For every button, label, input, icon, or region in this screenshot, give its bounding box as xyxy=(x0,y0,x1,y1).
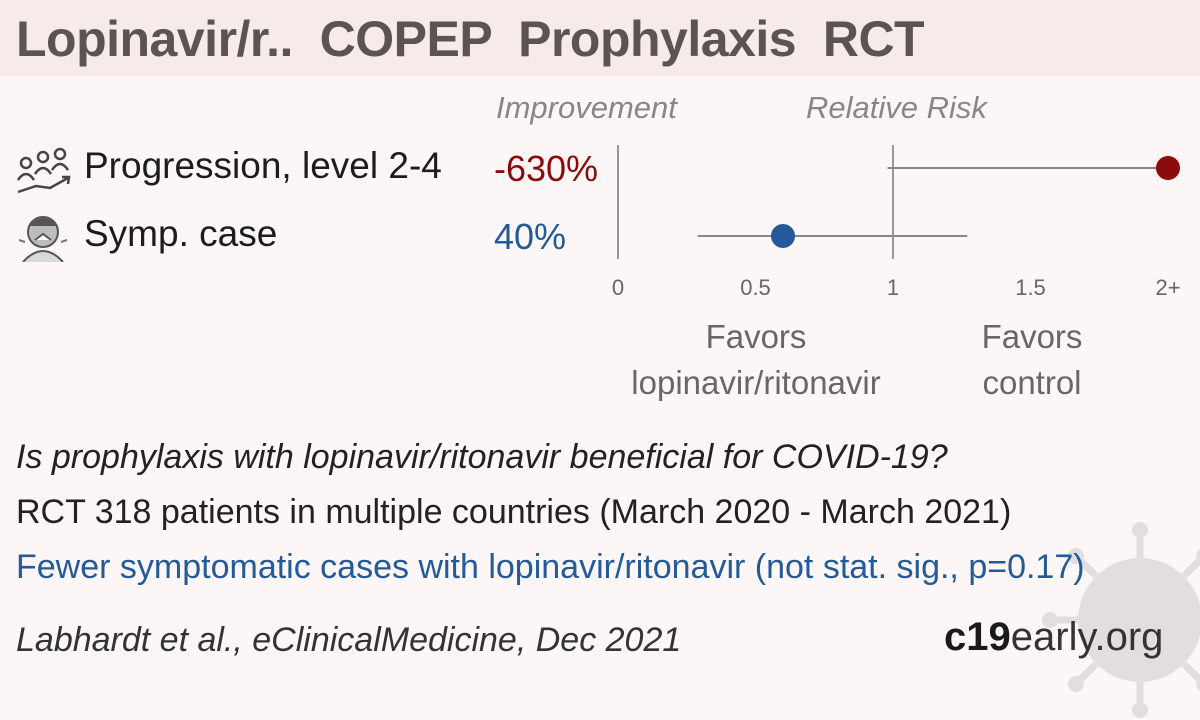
page-title: Lopinavir/r.. COPEP Prophylaxis RCT xyxy=(16,11,925,67)
brand-bold: c19 xyxy=(944,615,1011,659)
point-estimate xyxy=(771,224,795,248)
forest-plot: 0 0.5 1 1.5 2+ xyxy=(612,145,1181,300)
progression-people-icon xyxy=(16,147,71,194)
row-label-symp-case: Symp. case xyxy=(84,213,278,254)
brand-light: early.org xyxy=(1010,615,1164,659)
citation: Labhardt et al., eClinicalMedicine, Dec … xyxy=(16,621,682,659)
header-bar: Lopinavir/r.. COPEP Prophylaxis RCT xyxy=(0,0,1200,76)
relative-risk-column-heading: Relative Risk xyxy=(806,90,987,125)
sneezing-person-icon xyxy=(18,216,68,262)
tick-label: 0 xyxy=(612,275,624,300)
tick-label: 0.5 xyxy=(740,275,771,300)
point-estimate xyxy=(1156,156,1180,180)
tick-label: 2+ xyxy=(1155,275,1180,300)
study-question: Is prophylaxis with lopinavir/ritonavir … xyxy=(16,438,948,476)
favors-treatment-line2: lopinavir/ritonavir xyxy=(631,364,881,401)
favors-control-line1: Favors xyxy=(981,318,1083,355)
study-result: Fewer symptomatic cases with lopinavir/r… xyxy=(16,548,1085,586)
improvement-value-progression: -630% xyxy=(494,148,599,189)
study-description: RCT 318 patients in multiple countries (… xyxy=(16,493,1012,531)
improvement-column-heading: Improvement xyxy=(496,90,677,125)
brand-logo[interactable]: c19early.org xyxy=(944,615,1163,660)
favors-treatment-label: Favors lopinavir/ritonavir xyxy=(606,314,906,406)
favors-control-line2: control xyxy=(982,364,1082,401)
tick-label: 1.5 xyxy=(1015,275,1046,300)
improvement-value-symp-case: 40% xyxy=(494,216,567,257)
favors-control-label: Favors control xyxy=(932,314,1132,406)
favors-treatment-line1: Favors xyxy=(705,318,807,355)
row-label-progression: Progression, level 2-4 xyxy=(84,145,442,186)
tick-label: 1 xyxy=(887,275,899,300)
